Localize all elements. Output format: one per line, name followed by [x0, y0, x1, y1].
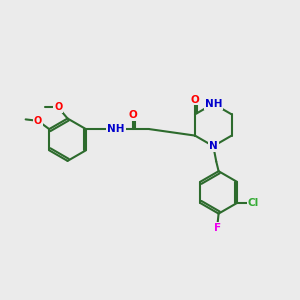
Text: NH: NH [107, 124, 125, 134]
Text: Cl: Cl [248, 198, 259, 208]
Text: N: N [209, 141, 218, 151]
Text: O: O [54, 102, 62, 112]
Text: O: O [190, 94, 199, 105]
Text: O: O [34, 116, 42, 126]
Text: NH: NH [205, 99, 222, 109]
Text: O: O [129, 110, 137, 120]
Text: F: F [214, 223, 221, 233]
